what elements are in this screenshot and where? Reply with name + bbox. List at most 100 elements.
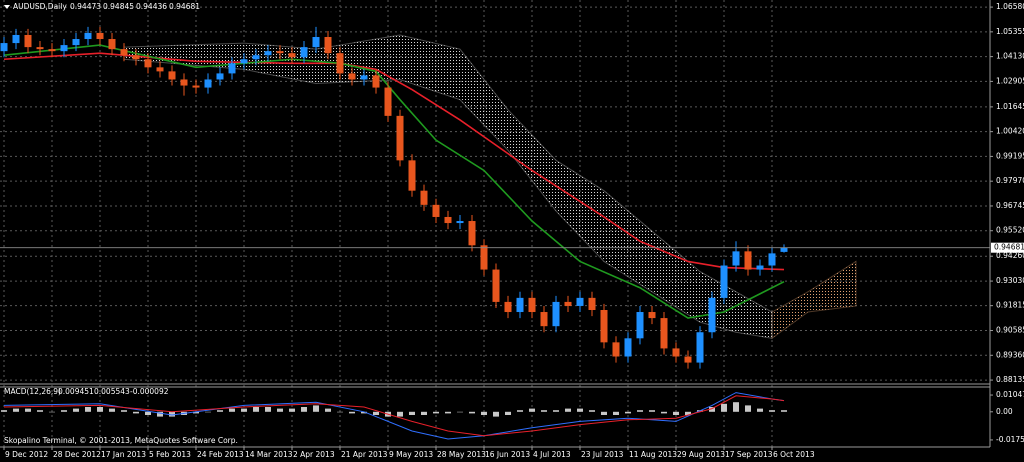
y-tick-label: 0.91815 (996, 301, 1024, 310)
price-marker (991, 242, 1024, 253)
x-tick-label: 24 Feb 2013 (197, 450, 244, 459)
candle-body (744, 251, 752, 270)
macd-bar (169, 411, 175, 417)
y-tick-label: -0.017585 (996, 435, 1024, 444)
macd-bar (337, 411, 343, 413)
macd-bar (469, 411, 475, 414)
ohlc-readout: 0.94473 (70, 2, 101, 11)
candle-body (756, 265, 764, 270)
macd-bar (757, 408, 763, 412)
y-tick-label: 0.010475 (996, 390, 1024, 399)
candle-body (216, 73, 224, 80)
macd-readout: 0.009451 (58, 387, 94, 396)
y-tick-label: 1.06580 (996, 2, 1024, 11)
candle-body (72, 39, 80, 46)
macd-bar (577, 408, 583, 412)
candle-body (540, 312, 548, 327)
ohlc-readout: 0.94436 (136, 2, 167, 11)
macd-bar (409, 411, 415, 415)
candle-body (396, 115, 404, 161)
macd-bar (121, 410, 127, 412)
x-tick-label: 6 Oct 2013 (773, 450, 815, 459)
candle-body (288, 53, 296, 58)
macd-bar (265, 407, 271, 412)
ohlc-readout: 0.94681 (169, 2, 200, 11)
y-tick-label: 0.97970 (996, 176, 1024, 185)
y-tick-label: 0.93030 (996, 276, 1024, 285)
x-tick-label: 17 Jan 2013 (101, 450, 146, 459)
symbol-label: AUDUSD,Daily (13, 2, 67, 11)
plot-area (0, 26, 990, 440)
candle-body (132, 55, 140, 60)
candle-body (660, 318, 668, 349)
macd-bar (421, 411, 427, 415)
candle-body (48, 49, 56, 52)
candle-body (588, 297, 596, 310)
candle-body (192, 85, 200, 88)
candle-body (480, 245, 488, 270)
moving-average (3, 44, 785, 319)
macd-bar (1, 410, 7, 412)
macd-bar (361, 411, 367, 414)
candle-body (252, 55, 260, 60)
macd-bar (25, 408, 31, 412)
candle-body (564, 301, 572, 306)
candle-body (444, 216, 452, 224)
macd-bar (397, 411, 403, 417)
macd-bar (481, 411, 487, 415)
candle-body (456, 221, 464, 224)
macd-bar (85, 407, 91, 412)
candle-body (84, 32, 92, 40)
footer: Skopalino Terminal, © 2001-2013, MetaQuo… (4, 436, 238, 445)
candle-body (144, 59, 152, 68)
candle-body (60, 45, 68, 52)
macd-bar (601, 411, 607, 415)
macd-bar (97, 407, 103, 412)
candle-body (360, 75, 368, 80)
price-marker-label: 0.94681 (994, 243, 1024, 252)
macd-bar (157, 411, 163, 417)
macd-bar (73, 408, 79, 412)
macd-bar (553, 410, 559, 412)
macd-bar (229, 408, 235, 412)
candle-body (468, 221, 476, 246)
macd-bar (433, 411, 439, 414)
menu-arrow[interactable] (4, 5, 10, 9)
macd-bar (565, 408, 571, 412)
candle-body (300, 47, 308, 58)
macd-bar (541, 410, 547, 412)
y-tick-label: 1.04130 (996, 52, 1024, 61)
x-tick-label: 9 Dec 2012 (5, 450, 48, 459)
x-tick-label: 11 Aug 2013 (629, 450, 677, 459)
x-tick-label: 29 Aug 2013 (677, 450, 725, 459)
candle-body (528, 297, 536, 313)
candle-body (336, 53, 344, 74)
candle-body (276, 51, 284, 54)
macd-bar (61, 410, 67, 412)
macd-bar (625, 411, 631, 414)
macd-readout: 0.005543 (94, 387, 130, 396)
candle-body (780, 247, 788, 252)
macd-bar (325, 408, 331, 412)
candle-body (120, 49, 128, 56)
macd-bar (313, 405, 319, 412)
candle-body (612, 342, 620, 357)
x-tick-label: 28 Dec 2012 (53, 450, 101, 459)
y-tick-label: 0.88135 (996, 375, 1024, 384)
candle-body (96, 32, 104, 40)
candle-body (504, 301, 512, 313)
macd-readout: -0.000092 (130, 387, 169, 396)
macd-bar (205, 411, 211, 413)
candle-body (600, 309, 608, 343)
x-tick-label: 9 May 2013 (389, 450, 433, 459)
y-tick-label: 1.02905 (996, 76, 1024, 85)
candle-body (324, 37, 332, 54)
macd-bar (493, 411, 499, 417)
candle-body (720, 265, 728, 298)
candle-body (348, 73, 356, 80)
macd-bar (685, 411, 691, 415)
candle-body (732, 251, 740, 266)
moving-average (3, 52, 785, 271)
